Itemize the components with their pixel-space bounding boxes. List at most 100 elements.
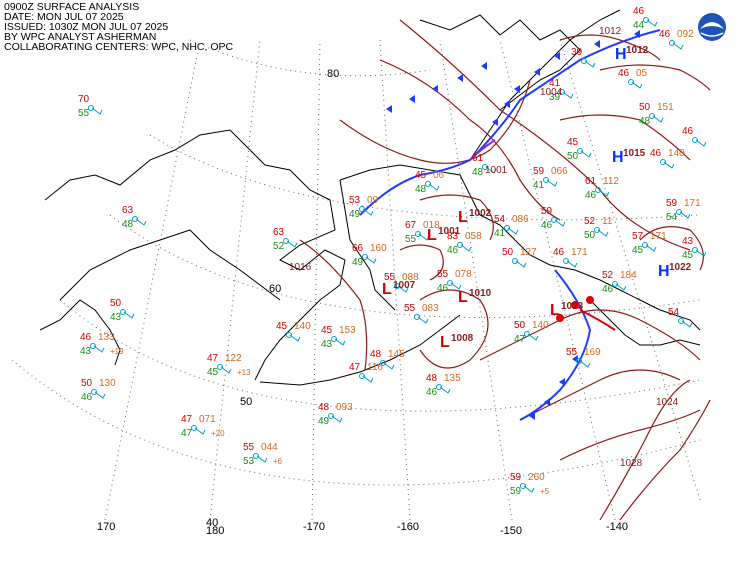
pressure-center-value: 1013	[561, 301, 584, 312]
wind-barb	[220, 366, 232, 374]
station-dewpoint: 53	[243, 456, 255, 467]
station-dewpoint: 43	[110, 312, 122, 323]
station-plot: 55 078 46	[437, 269, 472, 294]
wind-barb	[695, 249, 707, 257]
station-temp: 46	[618, 68, 630, 79]
station-dewpoint: 43	[80, 346, 92, 357]
station-plot: 48 145	[370, 349, 405, 370]
wind-barb	[460, 244, 472, 252]
wind-barb	[383, 362, 395, 370]
station-temp: 57	[632, 231, 644, 242]
station-plot: 50 127	[502, 247, 537, 268]
station-pressure: 133	[98, 332, 115, 343]
wind-barb	[580, 150, 592, 158]
wind-barb	[123, 311, 135, 319]
station-plot: 45 153 43	[321, 325, 356, 350]
station-dewpoint: 50	[567, 151, 579, 162]
station-temp: 55	[437, 269, 449, 280]
alaska-west-coast	[339, 179, 396, 311]
station-circle	[559, 89, 565, 95]
header-line-analyst: BY WPC ANALYST ASHERMAN	[4, 31, 157, 43]
station-circle	[217, 364, 223, 370]
station-temp: 50	[502, 247, 514, 258]
grid-label: -140	[606, 521, 629, 533]
grid-label: 60	[269, 283, 282, 295]
station-circle	[380, 360, 386, 366]
station-dewpoint: 43	[321, 339, 333, 350]
isobar-line	[419, 194, 494, 241]
pressure-center-value: 1002	[469, 208, 492, 219]
station-plot: 83 058 46	[447, 231, 482, 256]
station-circle	[551, 217, 557, 223]
station-tendency: +20	[211, 429, 225, 438]
station-pressure: 086	[512, 214, 529, 225]
isobar-labels: 1016 1001 1004 1012 1024 1028	[289, 26, 679, 469]
station-circle	[563, 258, 569, 264]
station-temp: 63	[273, 227, 285, 238]
isobar-line	[379, 59, 561, 221]
pressure-center-letter: L	[427, 227, 437, 244]
station-plot: 46 140	[650, 148, 685, 169]
station-circle	[328, 413, 334, 419]
station-temp: 63	[122, 205, 134, 216]
coastlines	[39, 9, 701, 386]
station-plot: 45 140	[276, 321, 311, 342]
station-pressure: 11	[602, 216, 613, 227]
station-circle	[524, 331, 530, 337]
pressure-center-value: 1008	[451, 333, 474, 344]
station-circle	[90, 343, 96, 349]
wind-barb	[695, 139, 707, 147]
station-dewpoint: 49	[318, 416, 330, 427]
isobar-line	[339, 79, 531, 164]
grid-label: 50	[240, 396, 253, 408]
station-dewpoint: 59	[510, 486, 522, 497]
station-pressure: 116	[367, 362, 383, 373]
station-circle	[283, 238, 289, 244]
station-dewpoint: 49	[352, 257, 364, 268]
station-plot: 47 071 47 +20	[181, 414, 225, 439]
station-circle	[253, 453, 259, 459]
station-dewpoint: 41	[533, 180, 545, 191]
station-temp: 46	[553, 247, 565, 258]
station-pressure: 044	[261, 442, 278, 453]
station-temp: 45	[276, 321, 288, 332]
station-circle	[447, 280, 453, 286]
station-dewpoint: 50	[584, 230, 596, 241]
isobar-line	[619, 399, 711, 521]
wind-barb	[679, 211, 691, 219]
station-plot: 47 116	[349, 362, 383, 383]
station-temp: 50	[514, 320, 526, 331]
noaa-logo-bird	[700, 22, 724, 29]
grid-label: 80	[327, 68, 340, 80]
station-circle	[436, 384, 442, 390]
station-dewpoint: 46	[602, 284, 614, 295]
wind-barb	[362, 375, 374, 383]
station-plot: 55 088	[384, 272, 419, 293]
cold-front-barb	[534, 68, 540, 76]
kamchatka-coast	[39, 299, 121, 366]
header-line-centers: COLLABORATING CENTERS: WPC, NHC, OPC	[4, 41, 234, 53]
station-pressure: 122	[225, 353, 242, 364]
wind-barb	[397, 285, 409, 293]
station-temp: 59	[533, 166, 545, 177]
cold-front-barb	[457, 74, 463, 82]
isobar-line	[299, 239, 368, 371]
station-circle	[669, 40, 675, 46]
pressure-center-value: 1001	[438, 226, 461, 237]
station-temp: 70	[78, 94, 90, 105]
pressure-center: L 1013	[550, 301, 584, 319]
wind-barb	[515, 260, 527, 268]
lat-lon-grid	[11, 39, 701, 521]
station-plot: 48 093 49	[318, 402, 353, 427]
station-plot: 48 135 46	[426, 373, 461, 398]
cold-front	[359, 29, 661, 216]
warm-front-bump	[571, 301, 579, 309]
station-dewpoint: 45	[207, 367, 219, 378]
station-tendency: +6	[273, 457, 283, 466]
pressure-center-letter: H	[658, 263, 670, 280]
station-temp: 53	[349, 195, 361, 206]
meridian-220	[499, 39, 616, 521]
